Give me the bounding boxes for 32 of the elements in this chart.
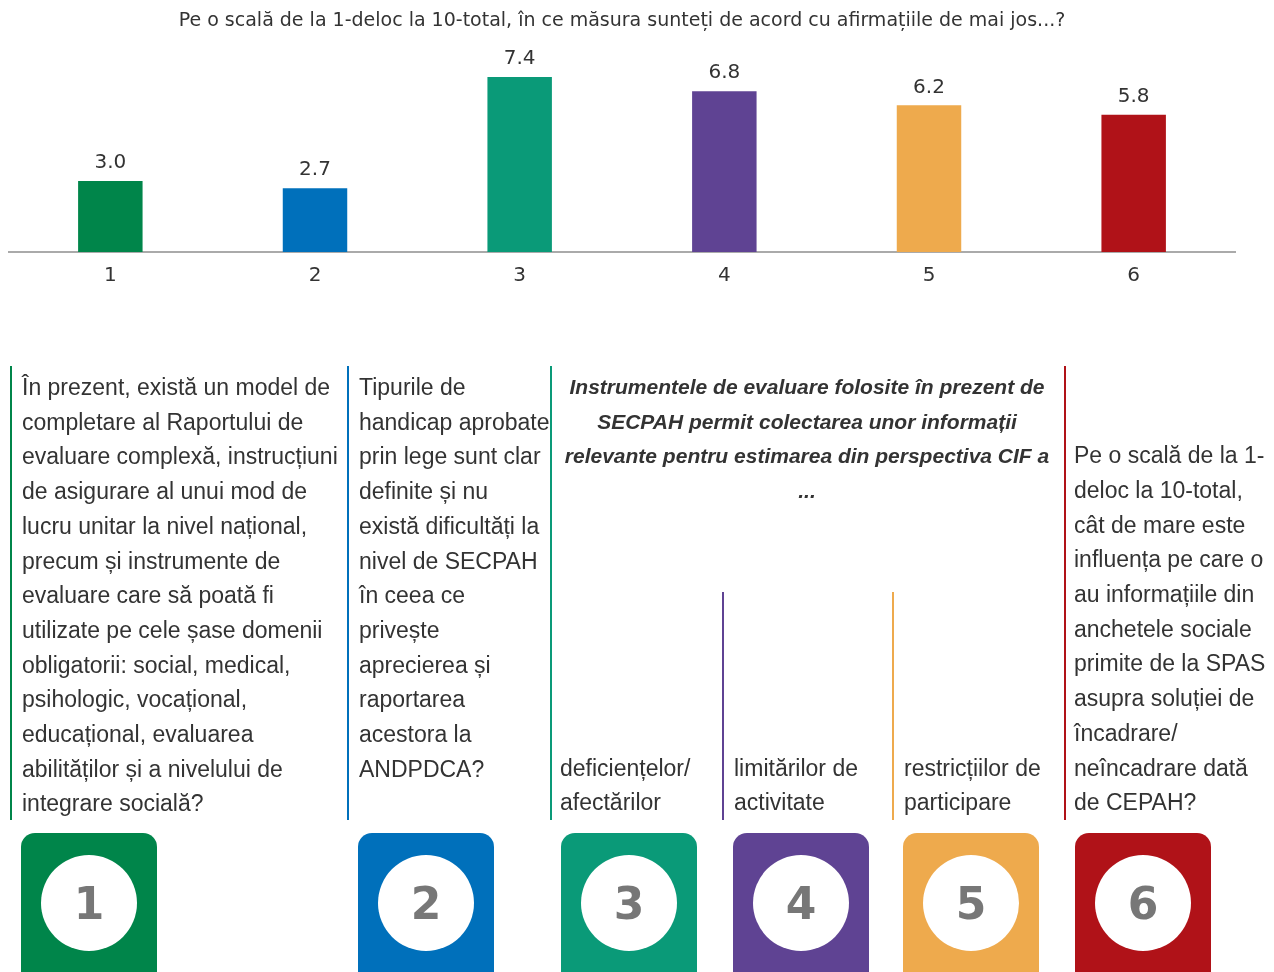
text: Tipurile de handicap aprobate prin lege sunt clar definite și nu există dificultăți la nivel de SECPAH în ceea ce privește aprecierea și raportarea acestora la ANDPDCA?: [359, 374, 550, 782]
x-tick-label: 2: [308, 262, 322, 287]
numbered-tab: 5: [903, 833, 1039, 972]
data-label: 7.4: [503, 45, 536, 70]
x-tick-label: 5: [922, 262, 936, 287]
data-label: 2.7: [299, 156, 331, 181]
numbered-tab: 1: [21, 833, 157, 972]
text: Pe o scală de la 1-deloc la 10-total, cât de mare este influența pe care o au informațiile din anchetele sociale primite de la SPAS asupra soluției de încadrare/ neîncadrare dată de CEPAH?: [1074, 442, 1266, 816]
bar: [896, 105, 962, 252]
data-label: 3.0: [94, 149, 127, 174]
chart-title: Pe o scală de la 1-deloc la 10-total, în ce măsura sunteți de acord cu afirmațiile de mai jos...?: [178, 8, 1066, 32]
data-label: 6.8: [708, 59, 741, 84]
bar: [487, 76, 552, 252]
bar: [78, 181, 143, 252]
x-tick-label: 3: [513, 262, 527, 287]
data-label: 6.2: [913, 73, 945, 98]
numbered-tab: 2: [358, 833, 494, 972]
numbered-tab: 3: [561, 833, 697, 972]
text: Instrumentele de evaluare folosite în prezent de SECPAH permit colectarea unor informații relevante pentru estimarea din perspectiva CIF a ...: [563, 374, 1051, 505]
text: limitărilor de activitate: [734, 753, 859, 818]
x-tick-label: 4: [717, 262, 731, 287]
text: În prezent, există un model de completare al Raportului de evaluare complexă, instrucțiuni de asigurare al unui mod de lucru unitar la nivel național, precum și instrumente de evaluare care să poată fi utilizate pe cele șase domenii obligatorii: social, medical, psihologic, vocațional, educațional, evaluarea abilităților și a nivelului de integrare socială?: [22, 374, 338, 817]
bar: [692, 91, 757, 252]
numbered-tab: 6: [1075, 833, 1211, 972]
x-tick-label: 6: [1127, 262, 1141, 287]
bar: [1101, 114, 1166, 252]
text: restricțiilor de participare: [904, 753, 1042, 818]
x-tick-label: 1: [103, 262, 117, 287]
text: deficiențelor/ afectărilor: [560, 753, 692, 818]
data-label: 5.8: [1117, 83, 1150, 108]
numbered-tab: 4: [733, 833, 869, 972]
bar: [282, 188, 348, 252]
